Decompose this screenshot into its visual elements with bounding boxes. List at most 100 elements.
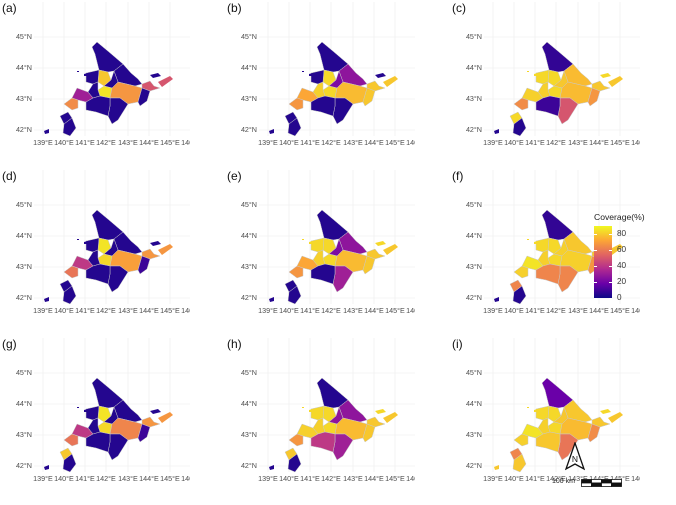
- lon-tick-label: 141°E: [300, 138, 320, 147]
- map-panel: (b) 45°N 44°N 43°N 42°N 139°E 140°E 141°E 142°E 1…: [225, 0, 415, 164]
- north-label: N: [572, 454, 578, 464]
- subprefecture-region: [63, 433, 79, 447]
- panel-label: (f): [452, 169, 463, 183]
- legend-tick-label: 40: [617, 261, 627, 270]
- lon-tick-label: 145°E: [610, 138, 630, 147]
- map-panel: (a) 45°N 44°N 43°N 42°N 139°E 140°E 141°E 142°E 1…: [0, 0, 190, 164]
- panel-label: (c): [452, 1, 466, 15]
- panel-label: (d): [2, 169, 17, 183]
- island: [608, 76, 623, 87]
- lon-tick-label: 144°E: [364, 306, 384, 315]
- scale-bar: 100 km: [552, 478, 642, 492]
- lon-tick-label: 140°E: [279, 306, 299, 315]
- lat-tick-label: 43°N: [466, 430, 482, 439]
- lat-tick-label: 43°N: [466, 262, 482, 271]
- island: [269, 465, 274, 470]
- lon-tick-label: 142°E: [96, 306, 116, 315]
- lat-tick-label: 42°N: [241, 125, 257, 134]
- lon-tick-label: 142°E: [321, 138, 341, 147]
- lat-tick-label: 43°N: [241, 94, 257, 103]
- lat-tick-label: 42°N: [241, 461, 257, 470]
- map-panel: (e) 45°N 44°N 43°N 42°N 139°E 140°E 141°E 142°E 1…: [225, 168, 415, 332]
- lon-tick-label: 146°E: [181, 138, 190, 147]
- subprefecture-region: [332, 265, 354, 293]
- hokkaido-map: [44, 209, 173, 305]
- subprefecture-region: [107, 97, 129, 125]
- lon-tick-label: 144°E: [364, 138, 384, 147]
- island: [527, 239, 529, 240]
- subprefecture-region: [288, 265, 304, 279]
- lon-tick-label: 139°E: [33, 474, 53, 483]
- lon-tick-label: 144°E: [139, 306, 159, 315]
- island: [84, 241, 88, 244]
- subprefecture-region: [535, 263, 561, 285]
- subprefecture-region: [587, 87, 601, 107]
- island: [608, 412, 623, 423]
- island: [269, 297, 274, 302]
- lon-tick-label: 145°E: [160, 306, 180, 315]
- lon-tick-label: 143°E: [118, 306, 138, 315]
- map-panel: (d) 45°N 44°N 43°N 42°N 139°E 140°E 141°E 142°E 1…: [0, 168, 190, 332]
- subprefecture-region: [513, 265, 529, 279]
- island: [77, 71, 79, 72]
- subprefecture-region: [513, 433, 529, 447]
- lon-tick-label: 144°E: [589, 474, 609, 483]
- lon-tick-label: 145°E: [610, 474, 630, 483]
- lon-tick-label: 146°E: [631, 474, 640, 483]
- map-panel: (i) 45°N 44°N 43°N 42°N 139°E 140°E 141°E 142°E 1…: [450, 336, 640, 500]
- lon-tick-label: 141°E: [300, 474, 320, 483]
- island: [494, 465, 499, 470]
- lon-tick-label: 140°E: [54, 138, 74, 147]
- hokkaido-map: [494, 41, 623, 137]
- island: [77, 239, 79, 240]
- subprefecture-region: [85, 237, 100, 253]
- island: [527, 407, 529, 408]
- island: [84, 409, 88, 412]
- lon-tick-label: 143°E: [343, 474, 363, 483]
- lat-tick-label: 44°N: [241, 231, 257, 240]
- island: [150, 73, 161, 78]
- subprefecture-region: [535, 95, 561, 117]
- subprefecture-region: [535, 237, 550, 253]
- legend-title: Coverage(%): [594, 212, 645, 222]
- lon-tick-label: 142°E: [546, 138, 566, 147]
- lat-tick-label: 44°N: [466, 231, 482, 240]
- subprefecture-region: [512, 285, 527, 305]
- subprefecture-region: [107, 433, 129, 461]
- subprefecture-region: [332, 433, 354, 461]
- lat-tick-label: 45°N: [241, 368, 257, 377]
- hokkaido-map: [44, 41, 173, 137]
- lon-tick-label: 146°E: [631, 138, 640, 147]
- subprefecture-region: [137, 423, 151, 443]
- lon-tick-label: 141°E: [75, 138, 95, 147]
- subprefecture-region: [512, 117, 527, 137]
- subprefecture-region: [107, 265, 129, 293]
- lat-tick-label: 43°N: [466, 94, 482, 103]
- island: [150, 241, 161, 246]
- lon-tick-label: 146°E: [181, 474, 190, 483]
- island: [269, 129, 274, 134]
- legend: Coverage(%) 80 60 40 20 0: [594, 212, 674, 302]
- subprefecture-region: [62, 453, 77, 473]
- legend-tick-label: 60: [617, 245, 627, 254]
- island: [302, 407, 304, 408]
- lon-tick-label: 145°E: [160, 474, 180, 483]
- subprefecture-region: [62, 117, 77, 137]
- island: [44, 129, 49, 134]
- lon-tick-label: 140°E: [54, 306, 74, 315]
- subprefecture-region: [137, 87, 151, 107]
- island: [383, 76, 398, 87]
- island: [44, 465, 49, 470]
- subprefecture-region: [137, 255, 151, 275]
- lat-tick-label: 45°N: [241, 200, 257, 209]
- panel-label: (b): [227, 1, 242, 15]
- hokkaido-map: [494, 209, 623, 305]
- hokkaido-map: [494, 377, 623, 473]
- lon-tick-label: 143°E: [118, 474, 138, 483]
- lon-tick-label: 146°E: [181, 306, 190, 315]
- island: [158, 412, 173, 423]
- subprefecture-region: [62, 285, 77, 305]
- lon-tick-label: 141°E: [525, 138, 545, 147]
- lon-tick-label: 145°E: [385, 306, 405, 315]
